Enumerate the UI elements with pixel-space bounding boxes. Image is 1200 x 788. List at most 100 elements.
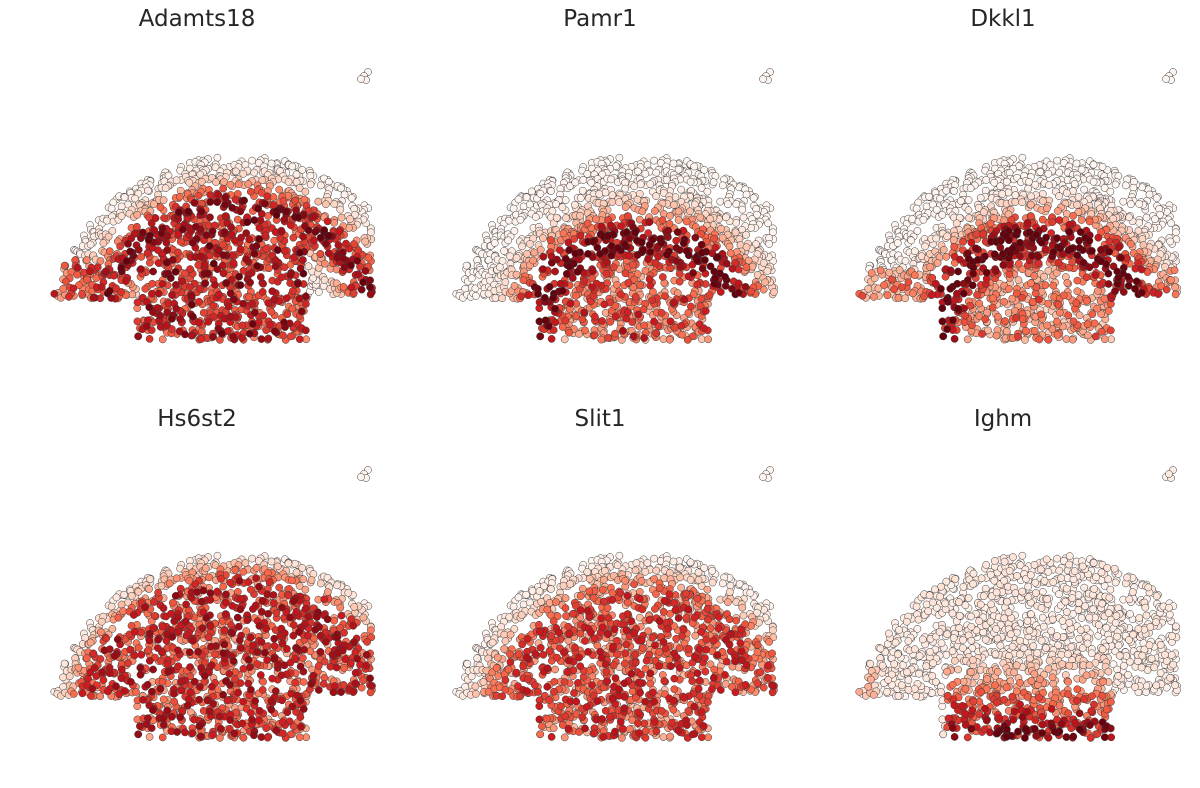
scatter-point [491, 294, 500, 302]
scatter-point [571, 249, 580, 258]
scatter-point [1048, 218, 1057, 227]
scatter-point [159, 196, 168, 204]
scatter-point [739, 213, 748, 222]
scatter-point [242, 255, 250, 264]
scatter-point [1073, 276, 1082, 285]
scatter-point [633, 195, 642, 204]
scatter-point [652, 329, 661, 337]
scatter-point [190, 198, 199, 207]
scatter-point [149, 267, 157, 276]
scatter-point [978, 330, 986, 338]
scatter-point [310, 236, 318, 245]
scatter-point [650, 156, 658, 165]
scatter-point [885, 268, 894, 277]
scatter-point [663, 250, 671, 259]
scatter-point [1119, 288, 1128, 296]
scatter-point [654, 252, 663, 261]
scatter-point [261, 199, 269, 208]
scatter-point [304, 262, 313, 271]
scatter-point [69, 284, 78, 293]
scatter-point [139, 228, 147, 237]
scatter-point [275, 185, 284, 194]
scatter-point [292, 170, 301, 179]
scatter-point [137, 265, 145, 273]
scatter-point [359, 613, 368, 622]
scatter-point [230, 295, 238, 304]
scatter-point [994, 312, 1002, 321]
scatter-point [556, 246, 564, 254]
scatter-point [726, 249, 735, 258]
scatter-point [986, 219, 995, 228]
scatter-point [277, 273, 286, 282]
scatter-point [301, 585, 310, 594]
scatter-point [573, 267, 582, 276]
scatter-point [571, 178, 580, 187]
scatter-point [963, 335, 972, 344]
scatter-point [512, 270, 521, 279]
scatter-point [189, 312, 197, 321]
scatter-point [960, 318, 969, 326]
scatter-point [122, 257, 131, 265]
scatter-point [250, 216, 259, 224]
scatter-point [1073, 251, 1082, 260]
scatter-point [117, 600, 126, 609]
panel-dkkl1: Dkkl1 [855, 6, 1181, 344]
scatter-point [950, 335, 959, 343]
scatter-point [517, 292, 526, 301]
scatter-point [536, 332, 545, 341]
scatter-point [959, 289, 968, 298]
scatter-point [956, 255, 964, 264]
scatter-point [1064, 311, 1073, 320]
scatter-point [163, 321, 171, 330]
scatter-point [514, 195, 523, 204]
scatter-point [566, 299, 575, 308]
scatter-point [500, 247, 508, 255]
scatter-point [280, 263, 289, 272]
scatter-point [560, 335, 569, 344]
scatter-point [239, 169, 248, 178]
scatter-point [124, 240, 132, 248]
scatter-point [1098, 162, 1107, 171]
scatter-point [938, 317, 947, 326]
scatter-point [890, 285, 898, 294]
scatter-point [1041, 245, 1050, 254]
scatter-point [191, 222, 200, 231]
scatter-point [1038, 215, 1047, 224]
scatter-point [294, 279, 302, 288]
scatter-point [617, 222, 625, 231]
scatter-point [295, 294, 304, 303]
scatter-point [314, 197, 323, 206]
scatter-point [622, 228, 631, 237]
scatter-point [250, 249, 259, 258]
scatter-point [301, 187, 310, 196]
scatter-point [1016, 238, 1024, 247]
scatter-point [607, 251, 616, 260]
scatter-point [219, 268, 228, 277]
scatter-point [272, 211, 281, 219]
scatter-point [166, 274, 175, 282]
scatter-point [551, 318, 560, 327]
scatter-point [74, 663, 83, 672]
scatter-point [584, 250, 592, 258]
scatter-point [652, 168, 661, 177]
scatter-point [320, 276, 329, 284]
scatter-point [674, 207, 683, 216]
scatter-point [236, 207, 245, 216]
scatter-point [1080, 185, 1089, 194]
scatter-point [551, 304, 559, 313]
scatter-point [589, 237, 597, 246]
scatter-point [589, 267, 597, 276]
scatter-point [1106, 187, 1115, 196]
scatter-point [1055, 168, 1064, 177]
scatter-point [706, 262, 715, 271]
scatter-point [1056, 244, 1065, 253]
scatter-point [248, 156, 256, 165]
scatter-point [108, 227, 117, 235]
scatter-point [354, 270, 363, 279]
scatter-point [1000, 297, 1008, 306]
scatter-point [516, 215, 525, 224]
scatter-point [195, 297, 203, 306]
scatter-point [1022, 326, 1030, 335]
scatter-point [262, 244, 271, 253]
scatter-point [697, 240, 706, 249]
